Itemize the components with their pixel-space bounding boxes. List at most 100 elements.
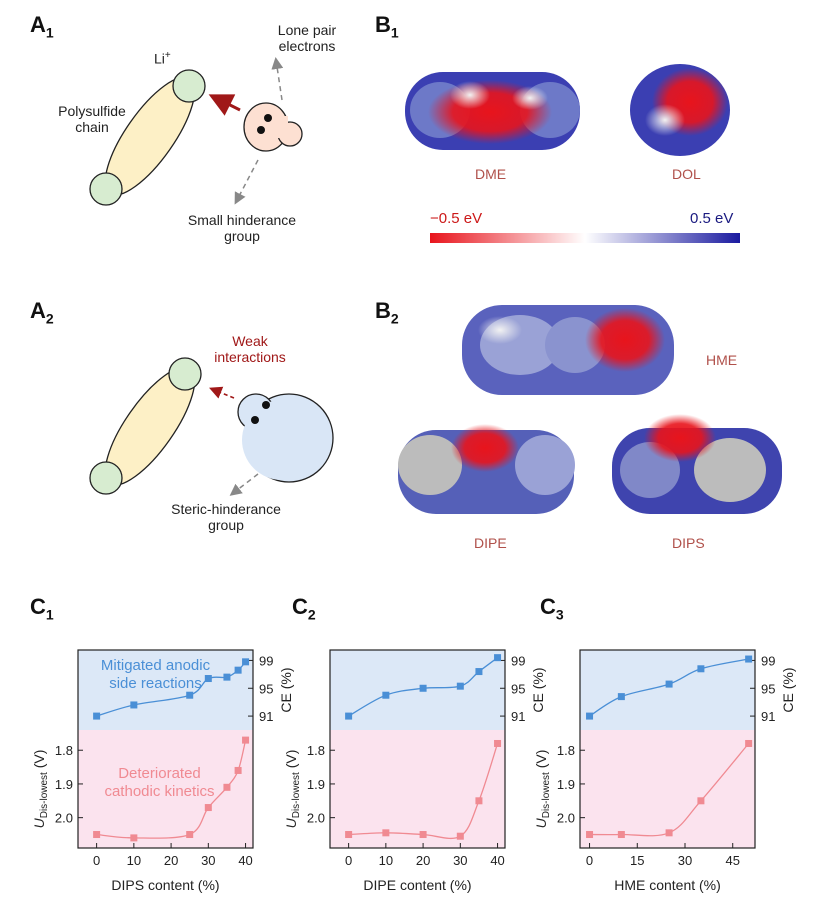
panel-label-b1: B1: [375, 12, 399, 41]
chart-c1: 0 10 20 30 40 DIPS content (%) 91 95 99 CE (%) 1.8…: [31, 649, 796, 893]
ce-tick-label: 99: [259, 653, 273, 668]
plot-frame: [579, 649, 756, 849]
ce-point: [223, 673, 231, 681]
ce-point: [419, 684, 427, 692]
plot-frame: [77, 649, 254, 849]
dol-label: DOL: [672, 166, 701, 182]
ce-point: [382, 691, 390, 699]
x-tick-label: 10: [379, 853, 393, 868]
u-tick-label: 1.9: [307, 777, 325, 792]
u-tick-label: 1.8: [55, 743, 73, 758]
ce-tick-label: 95: [259, 681, 273, 696]
u-point: [242, 736, 250, 744]
u-tick-label: 2.0: [557, 811, 575, 826]
u-tick-label: 1.8: [557, 743, 575, 758]
u-point: [345, 831, 353, 839]
ce-point: [586, 712, 594, 720]
u-point: [234, 766, 242, 774]
u-point: [419, 831, 427, 839]
ce-point: [93, 712, 101, 720]
plot-frame: [329, 649, 506, 849]
chart-c1-group: 0 10 20 30 40 DIPS content (%) 91 95 99 CE (%) 1.8…: [31, 649, 294, 893]
ce-point: [234, 666, 242, 674]
ce-point: [204, 675, 212, 683]
x-tick-label: 20: [164, 853, 178, 868]
u-axis-title: UDis-lowest (V): [533, 750, 552, 829]
u-axis-title: UDis-lowest (V): [283, 750, 302, 829]
ce-tick-label: 99: [511, 653, 525, 668]
annotation-anodic: Mitigated anodic: [101, 657, 211, 674]
ce-point: [745, 655, 753, 663]
u-tick-label: 2.0: [307, 811, 325, 826]
u-point: [130, 834, 138, 842]
dips-label: DIPS: [672, 535, 705, 551]
u-point: [223, 783, 231, 791]
ce-axis-title: CE (%): [278, 667, 294, 712]
x-tick-label: 0: [345, 853, 352, 868]
steric-group-label: Steric-hinderance group: [171, 501, 281, 533]
esp-maps-b2: [398, 305, 782, 514]
x-tick-label: 40: [238, 853, 252, 868]
u-point: [475, 797, 483, 805]
chart-c2-group: 0 10 20 30 40 DIPE content (%) 91 95 99 CE (%) 1.8…: [283, 649, 546, 893]
ce-tick-label: 91: [511, 709, 525, 724]
u-panel-bg: [580, 730, 755, 848]
x-tick-label: 30: [678, 853, 692, 868]
u-point: [697, 797, 705, 805]
hme-label: HME: [706, 352, 738, 368]
ce-point: [494, 654, 502, 662]
u-tick-label: 1.9: [55, 777, 73, 792]
u-point: [617, 831, 625, 839]
x-tick-label: 10: [127, 853, 141, 868]
ce-point: [475, 668, 483, 676]
ce-axis-title: CE (%): [530, 667, 546, 712]
esp-color-scale: [430, 233, 740, 243]
ce-tick-label: 95: [511, 681, 525, 696]
x-tick-label: 45: [725, 853, 739, 868]
ce-point: [130, 701, 138, 709]
annotation-cathodic: cathodic kinetics: [104, 783, 214, 800]
polysulfide-label: Polysulfide chain: [58, 103, 126, 135]
schematic-a2: [89, 357, 334, 496]
ce-point: [345, 712, 353, 720]
x-axis-title: DIPE content (%): [363, 877, 471, 893]
u-tick-label: 1.9: [557, 777, 575, 792]
annotation-cathodic: Deteriorated: [118, 765, 201, 782]
lone-pair-dot-1: [264, 114, 272, 122]
ce-point: [242, 658, 250, 666]
u-point: [494, 739, 502, 747]
panel-label-a1: A1: [30, 12, 54, 41]
chart-c3-group: 0 15 30 45 HME content (%) 91 95 99 CE (%) 1.8 1.9…: [533, 649, 796, 893]
lone-pair-dot-2: [257, 126, 265, 134]
ce-tick-label: 99: [761, 653, 775, 668]
weak-interactions-label: Weak interactions: [214, 333, 286, 365]
x-tick-label: 30: [201, 853, 215, 868]
hme-molecule-surface: [462, 305, 674, 395]
lone-pair-label: Lone pair electrons: [277, 22, 337, 54]
panel-label-b2: B2: [375, 298, 399, 327]
ce-tick-label: 91: [259, 709, 273, 724]
scale-max-label: 0.5 eV: [690, 210, 734, 227]
dipe-label: DIPE: [474, 535, 507, 551]
annotation-anodic: side reactions: [109, 675, 202, 692]
u-point: [204, 804, 212, 812]
u-tick-label: 2.0: [55, 811, 73, 826]
u-tick-label: 1.8: [307, 743, 325, 758]
ce-panel-bg: [330, 650, 505, 730]
weak-arrow: [209, 386, 235, 399]
x-axis-title: HME content (%): [614, 877, 721, 893]
x-tick-label: 0: [93, 853, 100, 868]
dipe-molecule-surface: [398, 424, 575, 514]
li-ion-label: Li+: [154, 50, 171, 67]
x-tick-label: 15: [630, 853, 644, 868]
panel-label-a2: A2: [30, 298, 54, 327]
u-panel-bg: [330, 730, 505, 848]
u-point: [665, 829, 673, 837]
panel-label-c2: C2: [292, 594, 316, 623]
u-point: [186, 831, 194, 839]
ce-point: [456, 682, 464, 690]
ce-panel-bg: [78, 650, 253, 730]
dme-molecule-surface: [405, 72, 580, 150]
ce-point: [697, 665, 705, 673]
dme-label: DME: [475, 166, 507, 182]
